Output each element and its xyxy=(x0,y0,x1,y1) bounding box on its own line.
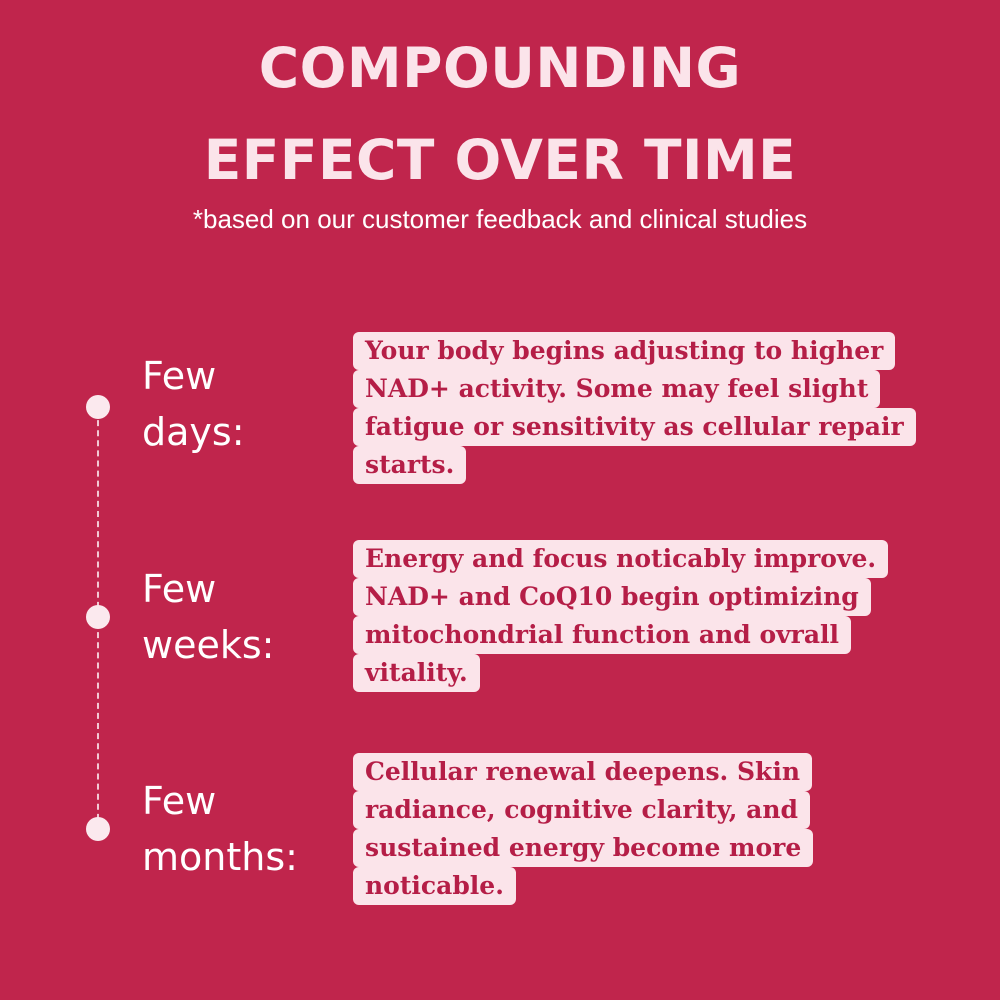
subtitle: *based on our customer feedback and clin… xyxy=(192,204,808,234)
page-title: COMPOUNDING EFFECT OVER TIME xyxy=(0,22,1000,207)
stage-label-weeks: Few weeks: xyxy=(142,561,274,673)
description-line: NAD+ activity. Some may feel slight xyxy=(353,370,881,408)
description-line: fatigue or sensitivity as cellular repai… xyxy=(353,408,916,446)
stage-label-line: Few xyxy=(142,354,217,398)
title-line-2: EFFECT OVER TIME xyxy=(203,128,797,193)
timeline-dot-months xyxy=(86,817,110,841)
description-line: sustained energy become more xyxy=(353,829,814,867)
title-line-1: COMPOUNDING xyxy=(258,36,742,100)
stage-label-line: months: xyxy=(142,835,298,879)
description-line: mitochondrial function and ovrall xyxy=(353,616,852,654)
stage-label-line: Few xyxy=(142,567,217,611)
stage-description-weeks: Energy and focus noticably improve. NAD+… xyxy=(353,540,889,692)
description-line: vitality. xyxy=(353,654,480,692)
stage-label-line: Few xyxy=(142,779,217,823)
description-line: Cellular renewal deepens. Skin xyxy=(353,753,813,791)
stage-label-line: days: xyxy=(142,410,245,454)
description-line: noticable. xyxy=(353,867,516,905)
stage-label-days: Few days: xyxy=(142,348,245,460)
stage-label-months: Few months: xyxy=(142,773,298,885)
timeline-dot-weeks xyxy=(86,605,110,629)
description-line: NAD+ and CoQ10 begin optimizing xyxy=(353,578,871,616)
stage-description-months: Cellular renewal deepens. Skin radiance,… xyxy=(353,753,814,905)
description-line: starts. xyxy=(353,446,467,484)
timeline-dot-days xyxy=(86,395,110,419)
description-line: Your body begins adjusting to higher xyxy=(353,332,896,370)
description-line: Energy and focus noticably improve. xyxy=(353,540,889,578)
stage-label-line: weeks: xyxy=(142,623,275,667)
description-line: radiance, cognitive clarity, and xyxy=(353,791,811,829)
stage-description-days: Your body begins adjusting to higher NAD… xyxy=(353,332,916,484)
